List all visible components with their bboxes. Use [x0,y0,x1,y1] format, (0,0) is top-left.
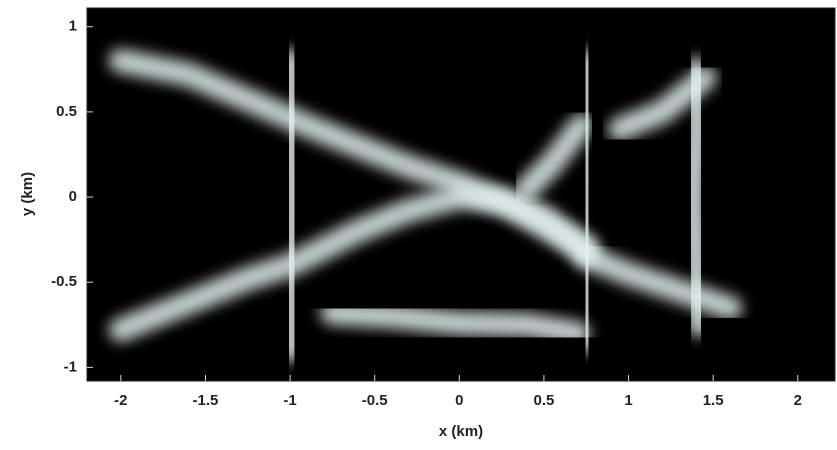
x-tick-label: 1.5 [703,392,724,409]
x-tick-label: 1 [624,392,632,409]
density-track [108,185,599,342]
density-track [320,300,590,346]
x-tick-label: -1 [283,392,296,409]
y-tick-label: 0 [69,188,77,205]
plot-frame [86,7,836,382]
y-tick-label: -0.5 [51,273,77,290]
y-tick-label: 1 [69,18,77,35]
density-track [515,113,594,201]
x-tick-label: 0 [455,392,463,409]
y-tick-label: -1 [64,358,77,375]
x-tick-label: 2 [794,392,802,409]
density-track [278,48,306,363]
y-tick-label: 0.5 [56,103,77,120]
density-track [608,65,717,141]
x-axis-label: x (km) [439,423,483,440]
x-tick-label: 0.5 [533,392,554,409]
x-tick-label: -1.5 [193,392,219,409]
density-track [574,48,600,354]
density-track [574,244,743,320]
x-tick-label: -0.5 [362,392,388,409]
x-tick-label: -2 [114,392,127,409]
y-axis-label: y (km) [19,172,36,216]
